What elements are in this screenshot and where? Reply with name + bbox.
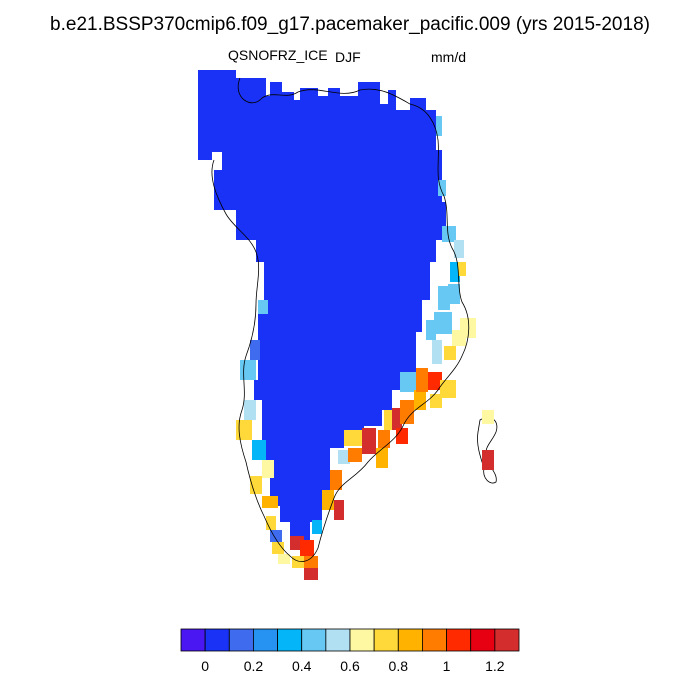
grid-cell [454, 240, 464, 258]
grid-cell [330, 470, 342, 490]
grid-cell [460, 318, 476, 338]
grid-cell [258, 300, 268, 314]
grid-cell [414, 390, 426, 410]
grid-cell [428, 372, 442, 390]
grid-cell [436, 116, 442, 136]
plot-title: b.e21.BSSP370cmip6.f09_g17.pacemaker_pac… [50, 14, 650, 35]
ice-sheet-field [198, 70, 446, 540]
grid-cell [348, 448, 362, 462]
grid-cell [300, 540, 314, 556]
grid-cell [362, 428, 376, 454]
grid-cell [444, 346, 456, 360]
grid-cell [262, 496, 278, 508]
grid-cell [384, 410, 394, 430]
grid-cell [432, 340, 442, 364]
grid-cell [338, 450, 350, 464]
colorbar-tick-label: 0.8 [389, 658, 409, 674]
colorbar-tick-label: 0.6 [340, 658, 360, 674]
variable-label: QSNOFRZ_ICE [228, 47, 328, 63]
colorbar-box [301, 628, 327, 652]
colorbar-box [277, 628, 303, 652]
grid-cell [244, 400, 256, 420]
colorbar-box [180, 628, 206, 652]
colorbar-box [446, 628, 472, 652]
colorbar-box [373, 628, 399, 652]
grid-cell [434, 312, 452, 334]
island-cell-yellow [482, 410, 494, 424]
coastline-iceland [477, 417, 498, 484]
season-label: DJF [335, 49, 361, 65]
colorbar-box [204, 628, 230, 652]
grid-cell [450, 262, 460, 282]
grid-cell [438, 286, 450, 310]
grid-cell [392, 408, 402, 430]
grid-cell [344, 430, 364, 446]
colorbar-box [228, 628, 254, 652]
grid-cell [266, 516, 276, 530]
island-cell-red [482, 450, 494, 470]
grid-cell [458, 262, 466, 276]
grid-cell [426, 320, 436, 340]
grid-cell [262, 460, 274, 478]
coastal-cells [236, 116, 476, 580]
colorbar-box [422, 628, 447, 652]
grid-cell [312, 520, 322, 534]
grid-cell [448, 284, 460, 304]
grid-cell [272, 542, 284, 554]
grid-cell [442, 226, 456, 242]
colorbar-boxes [180, 628, 520, 652]
colorbar-labels: 0 0.2 0.4 0.6 0.8 1 1.2 [201, 658, 505, 674]
grid-cell [292, 556, 304, 568]
grid-cell [304, 568, 318, 580]
grid-cell [378, 430, 390, 448]
colorbar-tick-label: 1.2 [485, 658, 505, 674]
grid-cell [400, 400, 414, 424]
grid-cell [250, 340, 260, 360]
grid-cell [400, 372, 416, 392]
colorbar-tick-label: 0.2 [244, 658, 264, 674]
grid-cell [416, 368, 428, 392]
colorbar-box [253, 628, 278, 652]
grid-cell [430, 394, 442, 408]
grid-cell [438, 180, 446, 196]
colorbar-box [325, 628, 351, 652]
grid-cell [236, 420, 252, 440]
colorbar-box [397, 628, 423, 652]
grid-cell [278, 554, 290, 564]
grid-cell [376, 448, 388, 468]
colorbar-tick-label: 1 [443, 658, 451, 674]
ice-northwest-lobe [198, 70, 236, 150]
units-label: mm/d [431, 49, 466, 65]
colorbar-box [494, 628, 520, 652]
colorbar-tick-label: 0 [201, 658, 209, 674]
grid-cell [334, 500, 344, 520]
ice-interior [198, 70, 446, 540]
coastline-main [211, 77, 470, 562]
grid-cell [270, 530, 282, 542]
coastline [211, 77, 498, 562]
colorbar-box [349, 628, 375, 652]
grid-cell [440, 380, 456, 398]
grid-cell [252, 440, 266, 460]
colorbar-tick-label: 0.4 [292, 658, 312, 674]
colorbar-box [470, 628, 496, 652]
